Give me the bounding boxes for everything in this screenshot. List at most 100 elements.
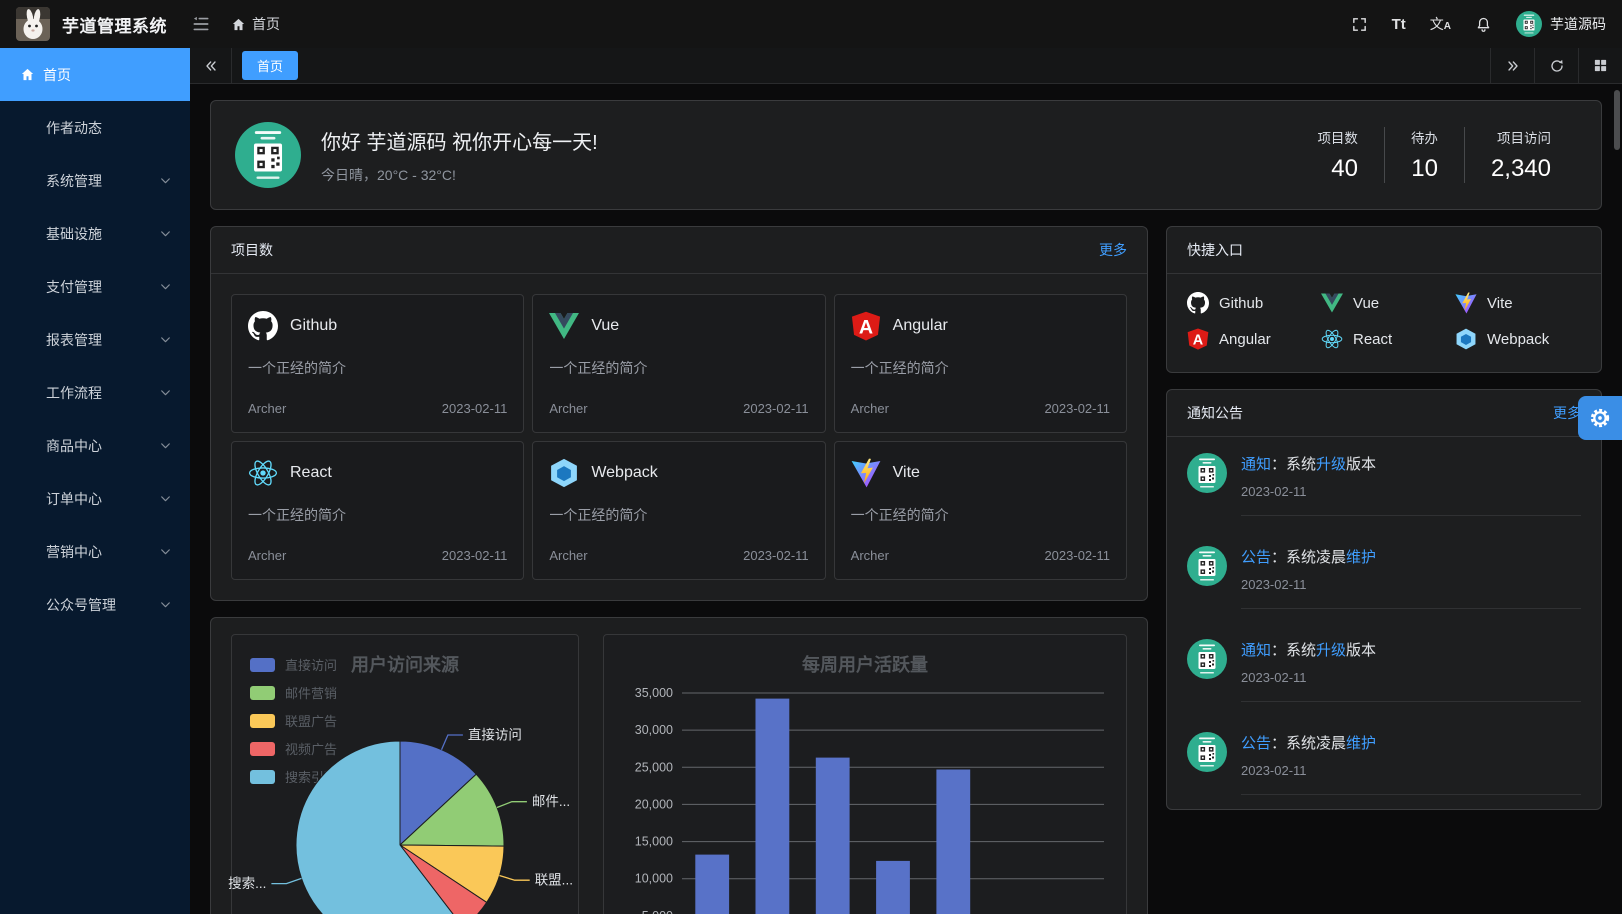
charts-panel: 用户访问来源 直接访问 邮件营销 联盟广告 视频广告 搜索引擎 直接访问 邮件.… bbox=[210, 617, 1148, 914]
bar-周一[interactable] bbox=[695, 854, 730, 914]
shortcut-React[interactable]: React bbox=[1321, 328, 1447, 350]
username: 芋道源码 bbox=[1550, 16, 1606, 32]
font-size-button[interactable]: Tt bbox=[1392, 16, 1406, 33]
y-tick-label: 15,000 bbox=[635, 835, 673, 849]
shortcut-Angular[interactable]: A Angular bbox=[1187, 328, 1313, 350]
sidebar-item-支付管理[interactable]: 支付管理 bbox=[0, 260, 190, 313]
notice-date: 2023-02-11 bbox=[1241, 577, 1307, 592]
greeting-stats: 项目数 40 待办 10 项目访问 2,340 bbox=[1291, 127, 1577, 183]
tab-home[interactable]: 首页 bbox=[242, 51, 299, 80]
project-author: Archer bbox=[850, 548, 889, 563]
chevron-double-left-icon bbox=[205, 60, 216, 71]
chevron-down-icon bbox=[159, 333, 172, 346]
legend-item-联盟广告[interactable]: 联盟广告 bbox=[250, 711, 337, 730]
shortcut-Vite[interactable]: Vite bbox=[1455, 292, 1581, 314]
shortcut-Webpack[interactable]: Webpack bbox=[1455, 328, 1581, 350]
qr-avatar-icon bbox=[1187, 546, 1227, 586]
sidebar-item-报表管理[interactable]: 报表管理 bbox=[0, 313, 190, 366]
bar-周五[interactable] bbox=[936, 769, 971, 914]
projects-more-link[interactable]: 更多 bbox=[1099, 242, 1127, 258]
sidebar-item-公众号管理[interactable]: 公众号管理 bbox=[0, 578, 190, 631]
sidebar-fold-button[interactable] bbox=[191, 14, 211, 34]
webpack-icon bbox=[1456, 328, 1476, 350]
notice-item[interactable]: 公告：系统凌晨维护 2023-02-11 bbox=[1167, 530, 1601, 623]
notice-item[interactable]: 公告：系统凌晨维护 2023-02-11 bbox=[1167, 716, 1601, 809]
sidebar-item-首页[interactable]: 首页 bbox=[0, 48, 190, 101]
layout-grid-button[interactable] bbox=[1578, 48, 1622, 83]
settings-drawer-button[interactable] bbox=[1578, 396, 1622, 440]
projects-panel: 项目数 更多 Github 一个正经的简介 Archer 2023-02-11 … bbox=[210, 226, 1148, 601]
project-name: React bbox=[290, 464, 332, 481]
sidebar-item-作者动态[interactable]: 作者动态 bbox=[0, 101, 190, 154]
stat-label: 项目数 bbox=[1317, 131, 1358, 146]
sidebar-item-商品中心[interactable]: 商品中心 bbox=[0, 419, 190, 472]
project-card-Vue[interactable]: Vue 一个正经的简介 Archer 2023-02-11 bbox=[532, 294, 826, 433]
legend-swatch bbox=[250, 685, 275, 700]
locale-button[interactable]: 文A bbox=[1430, 14, 1451, 34]
project-author: Archer bbox=[850, 401, 889, 416]
project-card-Webpack[interactable]: Webpack 一个正经的简介 Archer 2023-02-11 bbox=[532, 441, 826, 580]
stat-value: 40 bbox=[1331, 155, 1358, 182]
legend-item-邮件营销[interactable]: 邮件营销 bbox=[250, 683, 337, 702]
home-icon bbox=[20, 67, 35, 82]
fullscreen-button[interactable] bbox=[1351, 16, 1368, 33]
chevron-down-icon bbox=[159, 280, 172, 293]
chevron-down-icon bbox=[159, 439, 172, 452]
y-tick-label: 5,000 bbox=[642, 909, 673, 914]
chevron-down-icon bbox=[159, 492, 172, 505]
chevron-down-icon bbox=[159, 545, 172, 558]
bar-chart-card: 每周用户活跃量 05,00010,00015,00020,00025,00030… bbox=[603, 634, 1127, 914]
webpack-icon bbox=[551, 458, 578, 488]
rabbit-logo-icon bbox=[16, 7, 50, 41]
notification-button[interactable] bbox=[1475, 16, 1492, 33]
project-card-Angular[interactable]: A Angular 一个正经的简介 Archer 2023-02-11 bbox=[833, 294, 1127, 433]
header-actions: Tt 文A 芋道源码 bbox=[1351, 11, 1606, 37]
user-menu[interactable]: 芋道源码 bbox=[1516, 11, 1606, 37]
notice-avatar bbox=[1187, 639, 1227, 702]
sidebar-item-系统管理[interactable]: 系统管理 bbox=[0, 154, 190, 207]
qr-avatar-icon bbox=[235, 122, 301, 188]
project-card-Github[interactable]: Github 一个正经的简介 Archer 2023-02-11 bbox=[231, 294, 525, 433]
home-icon bbox=[232, 18, 245, 30]
notice-title: 通知：系统升级版本 bbox=[1241, 456, 1377, 473]
project-name: Vue bbox=[591, 317, 620, 334]
bar-周四[interactable] bbox=[876, 860, 910, 914]
bar-chart: 05,00010,00015,00020,00025,00030,00035,0… bbox=[635, 686, 1104, 914]
legend-swatch bbox=[250, 769, 275, 784]
shortcut-label: Vite bbox=[1487, 294, 1513, 312]
scrollbar-thumb[interactable] bbox=[1614, 90, 1620, 150]
bar-周二[interactable] bbox=[755, 698, 790, 914]
legend-item-视频广告[interactable]: 视频广告 bbox=[250, 739, 337, 758]
project-author: Archer bbox=[549, 548, 588, 563]
notice-item[interactable]: 通知：系统升级版本 2023-02-11 bbox=[1167, 437, 1601, 530]
sidebar-item-营销中心[interactable]: 营销中心 bbox=[0, 525, 190, 578]
sidebar-item-label: 工作流程 bbox=[46, 384, 102, 401]
shortcut-Github[interactable]: Github bbox=[1187, 292, 1313, 314]
project-author: Archer bbox=[248, 401, 287, 416]
project-card-React[interactable]: React 一个正经的简介 Archer 2023-02-11 bbox=[231, 441, 525, 580]
tabs-scroll-left-button[interactable] bbox=[190, 48, 232, 83]
pie-label-line bbox=[271, 877, 302, 885]
left-column: 项目数 更多 Github 一个正经的简介 Archer 2023-02-11 … bbox=[210, 226, 1148, 914]
notice-item[interactable]: 通知：系统升级版本 2023-02-11 bbox=[1167, 623, 1601, 716]
shortcut-Vue[interactable]: Vue bbox=[1321, 292, 1447, 314]
shortcut-label: Vue bbox=[1353, 294, 1380, 312]
pie-slice-搜索引擎[interactable] bbox=[295, 740, 463, 914]
sidebar-item-基础设施[interactable]: 基础设施 bbox=[0, 207, 190, 260]
sidebar-item-订单中心[interactable]: 订单中心 bbox=[0, 472, 190, 525]
project-desc: 一个正经的简介 bbox=[549, 360, 648, 376]
legend-item-直接访问[interactable]: 直接访问 bbox=[250, 655, 337, 674]
sidebar-item-工作流程[interactable]: 工作流程 bbox=[0, 366, 190, 419]
pie-slice-视频广告[interactable] bbox=[399, 844, 488, 914]
refresh-button[interactable] bbox=[1534, 48, 1578, 83]
notices-more-link[interactable]: 更多 bbox=[1553, 405, 1581, 421]
breadcrumb[interactable]: 首页 bbox=[231, 14, 280, 34]
tabs-scroll-right-button[interactable] bbox=[1490, 48, 1534, 83]
project-card-Vite[interactable]: Vite 一个正经的简介 Archer 2023-02-11 bbox=[833, 441, 1127, 580]
app-title: 芋道管理系统 bbox=[62, 16, 167, 36]
stat-value: 10 bbox=[1411, 155, 1438, 182]
bar-周三[interactable] bbox=[815, 757, 850, 914]
pie-slice-直接访问[interactable] bbox=[399, 740, 477, 847]
greeting-card: 你好 芋道源码 祝你开心每一天! 今日晴，20°C - 32°C! 项目数 40… bbox=[210, 100, 1602, 210]
app-logo[interactable] bbox=[16, 7, 50, 41]
